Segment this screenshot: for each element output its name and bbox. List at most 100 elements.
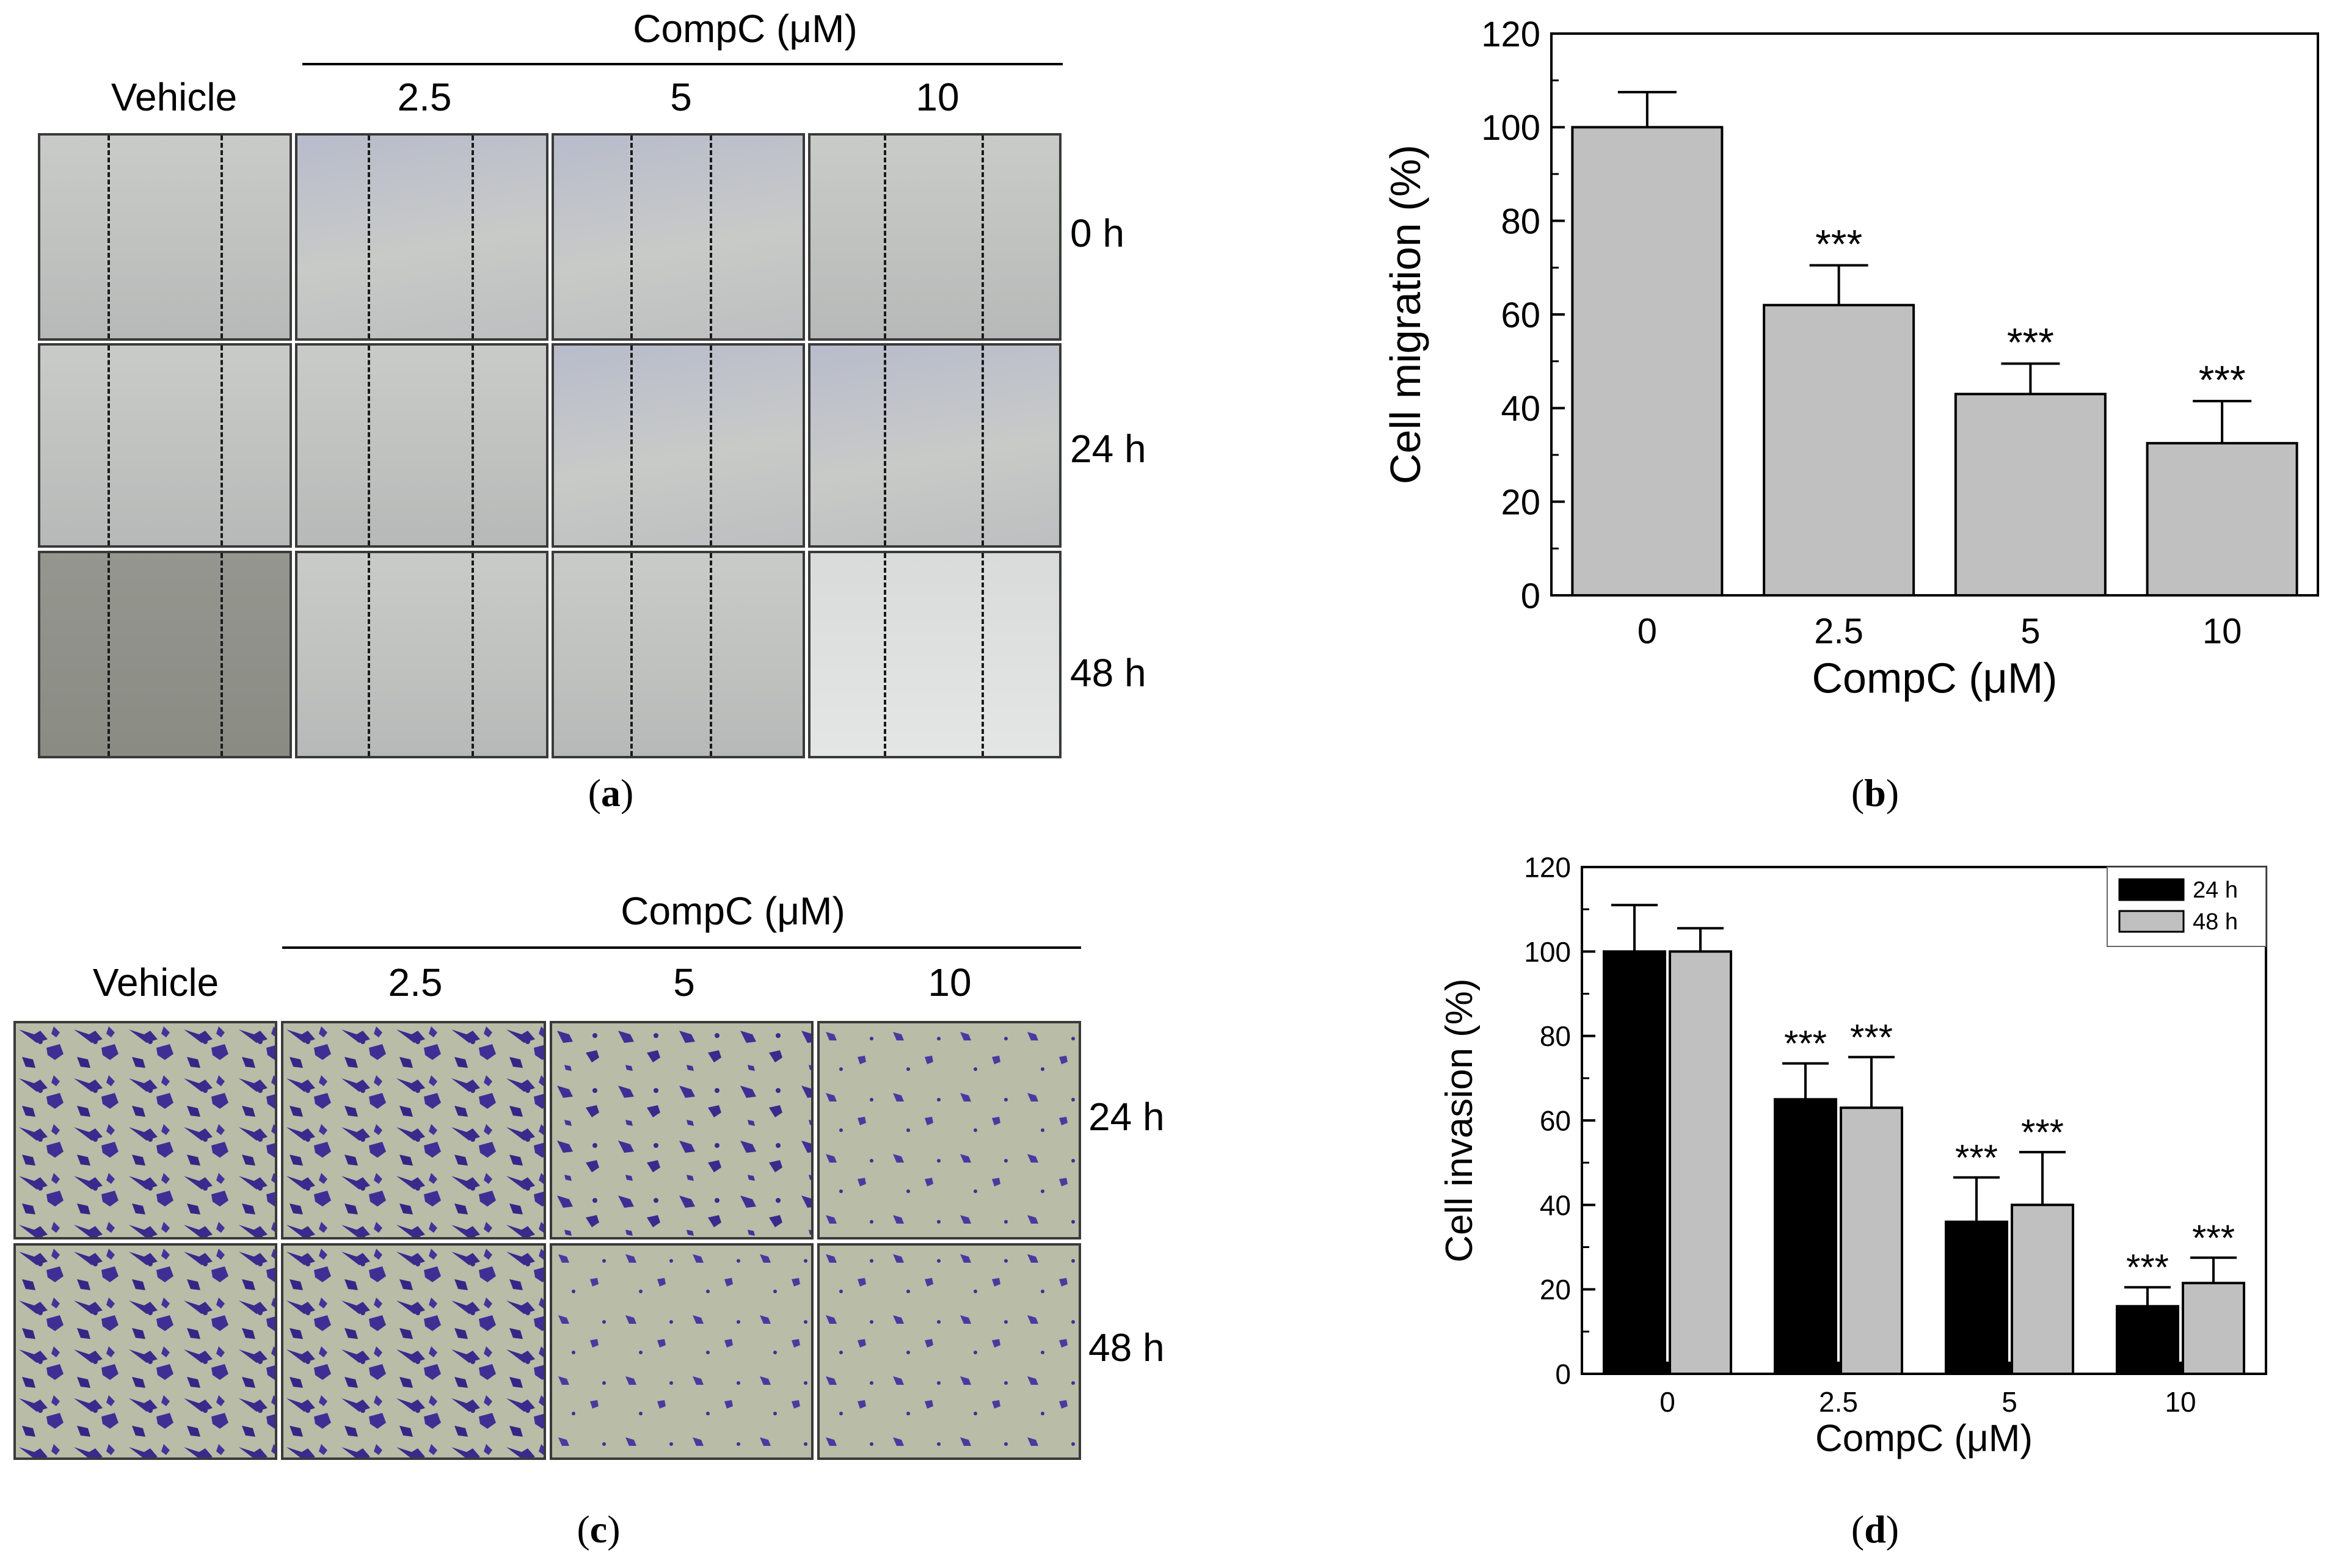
panel-c-caption: (c) xyxy=(577,1508,621,1551)
y-tick-label: 40 xyxy=(1540,1189,1571,1221)
legend-label: 24 h xyxy=(2193,877,2238,903)
scratch-image xyxy=(295,133,548,341)
scratch-image xyxy=(552,343,805,548)
y-tick-label: 0 xyxy=(1521,576,1540,616)
scratch-image xyxy=(38,133,292,341)
y-axis-label: Cell migration (%) xyxy=(1382,145,1429,484)
scratch-image xyxy=(808,343,1062,548)
stain-texture xyxy=(16,1246,275,1457)
panel-a-row-label: 24 h xyxy=(1070,427,1146,471)
x-tick-label: 5 xyxy=(2002,1386,2017,1418)
x-tick-label: 0 xyxy=(1637,611,1657,651)
y-tick-label: 20 xyxy=(1501,483,1540,523)
invasion-image xyxy=(281,1021,546,1240)
y-tick-label: 120 xyxy=(1481,15,1540,54)
x-axis-label: CompC (μM) xyxy=(1815,1418,2033,1460)
panel-d-caption: (d) xyxy=(1851,1508,1900,1551)
y-axis-label: Cell invasion (%) xyxy=(1438,978,1481,1262)
bar xyxy=(1840,1106,1903,1375)
bar xyxy=(1571,126,1724,597)
bar xyxy=(1945,1221,2008,1375)
y-tick-label: 80 xyxy=(1540,1020,1571,1052)
x-tick-label: 10 xyxy=(2202,611,2242,651)
significance-label: *** xyxy=(2192,1218,2235,1258)
bar xyxy=(2182,1282,2245,1376)
significance-label: *** xyxy=(1784,1023,1827,1064)
y-tick-label: 80 xyxy=(1501,202,1540,242)
x-axis-label: CompC (μM) xyxy=(1812,655,2058,702)
bar xyxy=(1774,1098,1837,1375)
y-tick-label: 20 xyxy=(1540,1274,1571,1305)
significance-label: *** xyxy=(2199,357,2246,402)
stain-texture xyxy=(283,1023,544,1237)
invasion-image xyxy=(13,1243,277,1460)
scratch-image xyxy=(38,551,292,758)
migration-chart: 0 20 40 60 80 100 120 0 2.5 *** 5 *** 10 *** CompC (μM… xyxy=(1382,15,2319,702)
panel-a-row-label: 48 h xyxy=(1070,651,1146,695)
scratch-image xyxy=(295,551,548,758)
x-tick-label: 2.5 xyxy=(1814,611,1863,651)
invasion-chart: 0 20 40 60 80 100 120 0 2.5 *** *** 5 *** *** 10 *** ***… xyxy=(1438,852,2267,1460)
panel-c-row-label: 48 h xyxy=(1088,1326,1165,1370)
significance-label: *** xyxy=(1815,222,1862,267)
y-tick-label: 100 xyxy=(1481,108,1540,148)
panel-a-row-label: 0 h xyxy=(1070,211,1124,255)
y-tick-label: 0 xyxy=(1555,1359,1571,1390)
invasion-image xyxy=(13,1021,277,1240)
stain-texture xyxy=(552,1023,811,1237)
stain-texture xyxy=(552,1246,811,1457)
panel-c-header: CompC (μM) xyxy=(621,889,845,933)
invasion-image xyxy=(817,1021,1081,1240)
legend-swatch xyxy=(2118,910,2185,933)
panel-c-col-label: 5 xyxy=(673,960,695,1004)
y-tick-label: 100 xyxy=(1524,936,1571,968)
panel-c-header-rule xyxy=(282,946,1081,949)
panel-c-row-label: 24 h xyxy=(1088,1095,1165,1139)
bar xyxy=(1603,950,1666,1376)
panel-a-header-rule xyxy=(302,63,1063,65)
panel-c-vehicle-label: Vehicle xyxy=(92,960,219,1004)
significance-label: *** xyxy=(2007,320,2054,365)
scratch-image xyxy=(552,133,805,341)
significance-label: *** xyxy=(1955,1137,1998,1178)
scratch-image xyxy=(808,133,1062,341)
bar xyxy=(1954,393,2107,597)
stain-texture xyxy=(820,1023,1079,1237)
legend-label: 48 h xyxy=(2193,909,2238,935)
bar xyxy=(2116,1305,2179,1375)
panel-a-col-label: 10 xyxy=(916,75,960,119)
y-tick-label: 40 xyxy=(1501,389,1540,429)
bar xyxy=(1763,303,1915,597)
y-tick-label: 120 xyxy=(1524,852,1571,884)
stain-texture xyxy=(820,1246,1079,1457)
panel-a-vehicle-label: Vehicle xyxy=(111,75,238,119)
bar xyxy=(1669,950,1732,1376)
panel-a-col-label: 5 xyxy=(670,75,692,119)
panel-a-col-label: 2.5 xyxy=(397,75,452,119)
panel-a-caption: (a) xyxy=(588,771,634,815)
panel-c-col-label: 2.5 xyxy=(388,960,443,1004)
y-tick-label: 60 xyxy=(1540,1105,1571,1137)
x-tick-label: 0 xyxy=(1659,1386,1675,1418)
significance-label: *** xyxy=(1850,1017,1893,1058)
legend-swatch xyxy=(2118,878,2185,901)
significance-label: *** xyxy=(2021,1112,2064,1153)
invasion-image xyxy=(550,1243,814,1460)
panel-a-header: CompC (μM) xyxy=(633,7,858,51)
bar xyxy=(2011,1203,2074,1375)
scratch-image xyxy=(38,343,292,548)
y-tick-label: 60 xyxy=(1501,296,1540,335)
x-tick-label: 5 xyxy=(2020,611,2040,651)
panel-c-col-label: 10 xyxy=(928,960,972,1004)
scratch-image xyxy=(295,343,548,548)
x-tick-label: 10 xyxy=(2165,1386,2196,1418)
invasion-image xyxy=(817,1243,1081,1460)
invasion-image xyxy=(281,1243,546,1460)
stain-texture xyxy=(283,1246,544,1457)
stain-texture xyxy=(16,1023,275,1237)
scratch-image xyxy=(552,551,805,758)
invasion-image xyxy=(550,1021,814,1240)
panel-b-caption: (b) xyxy=(1851,771,1900,815)
x-tick-label: 2.5 xyxy=(1819,1386,1858,1418)
bar xyxy=(2146,441,2298,597)
